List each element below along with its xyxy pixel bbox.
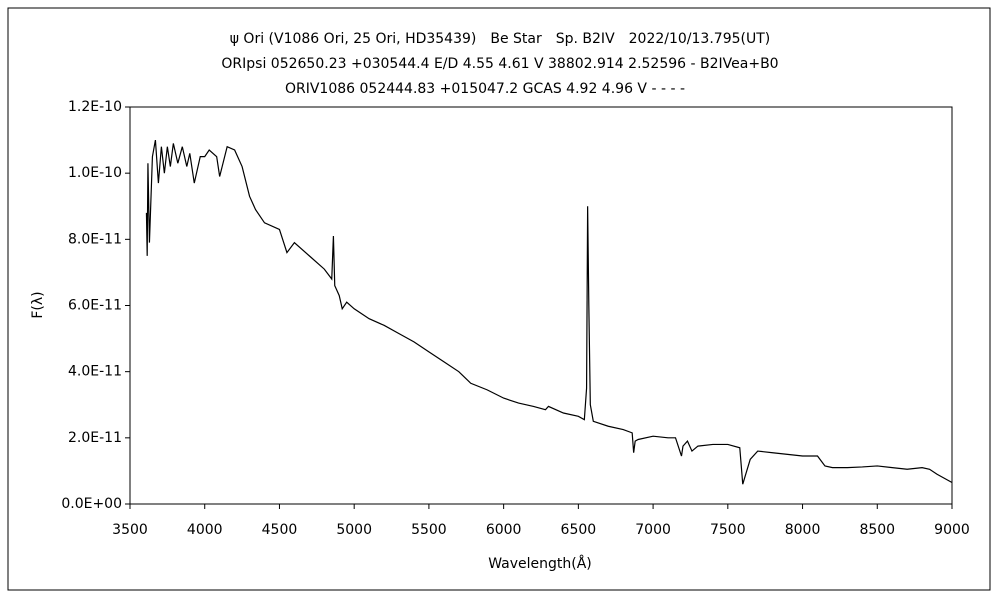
x-tick-label: 7000 [635,522,671,538]
plot-area [129,106,953,505]
title-line: ORIV1086 052444.83 +015047.2 GCAS 4.92 4… [285,81,685,97]
x-tick-label: 3500 [112,522,148,538]
x-tick-label: 4000 [187,522,223,538]
title-line: ORIpsi 052650.23 +030544.4 E/D 4.55 4.61… [221,56,778,72]
x-tick-label: 8000 [785,522,821,538]
y-tick-label: 1.2E-10 [68,99,122,115]
y-tick-label: 8.0E-11 [68,231,122,247]
y-tick-label: 4.0E-11 [68,364,122,380]
x-tick-label: 8500 [859,522,895,538]
spectrum-line [145,139,953,485]
x-tick-label: 9000 [934,522,970,538]
y-tick-label: 0.0E+00 [61,496,122,512]
x-tick-label: 7500 [710,522,746,538]
x-axis-label: Wavelength(Å) [488,555,592,572]
y-tick-label: 2.0E-11 [68,430,122,446]
x-tick-label: 4500 [262,522,298,538]
y-tick-label: 6.0E-11 [68,298,122,314]
x-tick-label: 5000 [336,522,372,538]
title-line: ψ Ori (V1086 Ori, 25 Ori, HD35439) Be St… [230,31,770,47]
y-tick-label: 1.0E-10 [68,165,122,181]
x-tick-label: 6000 [486,522,522,538]
y-axis-label: F(λ) [30,291,46,318]
x-tick-label: 6500 [561,522,597,538]
x-tick-label: 5500 [411,522,447,538]
